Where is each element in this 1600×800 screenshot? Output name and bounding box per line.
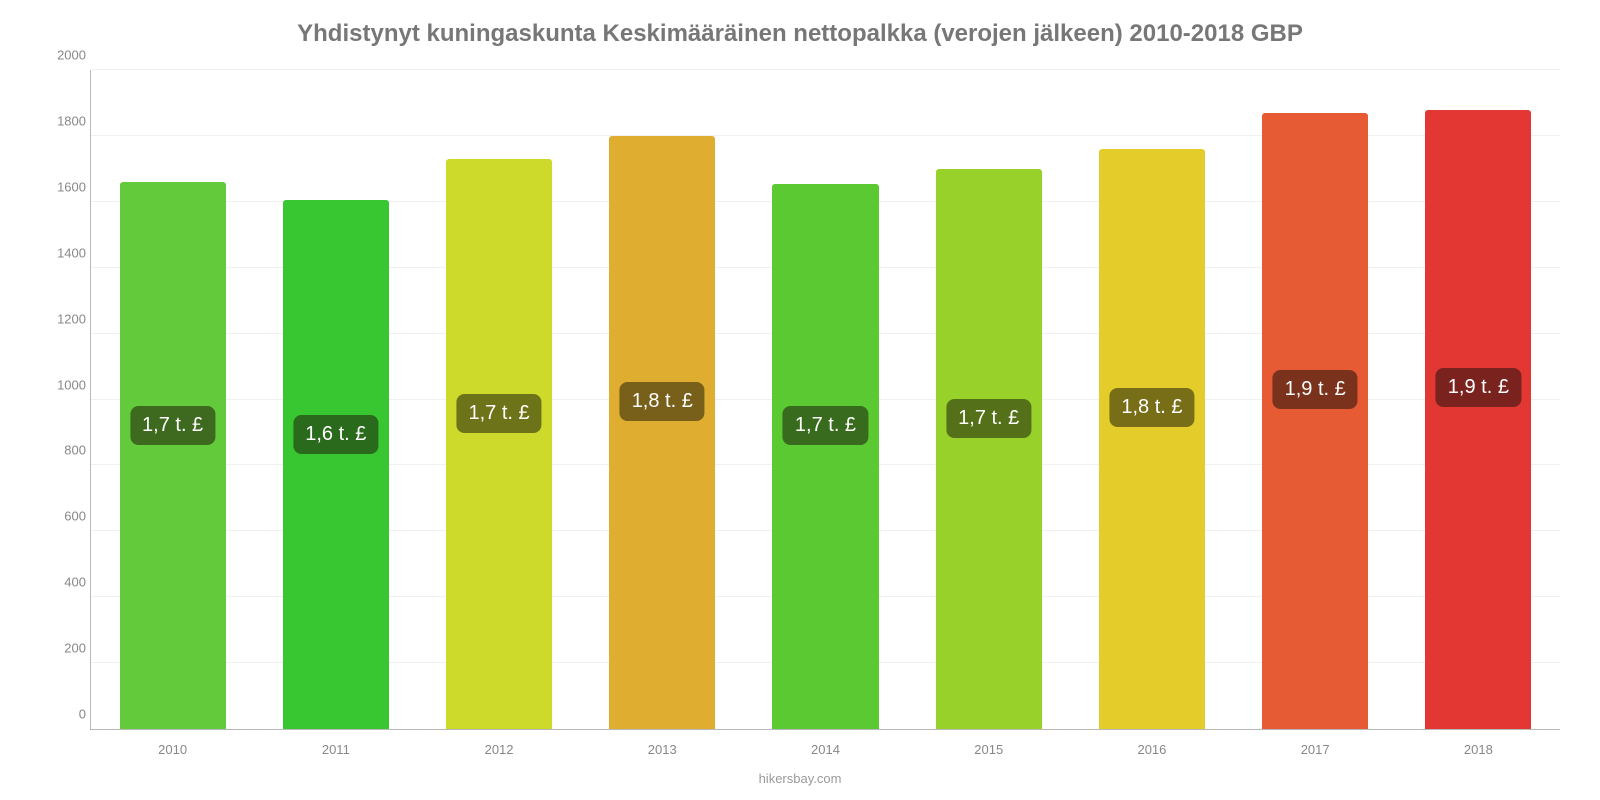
- chart-title: Yhdistynyt kuningaskunta Keskimääräinen …: [30, 20, 1570, 48]
- y-axis-tick: 1200: [36, 311, 86, 326]
- y-axis-tick: 600: [36, 509, 86, 524]
- bar-value-label: 1,8 t. £: [620, 382, 705, 421]
- x-axis-tick: 2016: [1137, 742, 1166, 757]
- y-axis-tick: 800: [36, 443, 86, 458]
- bar-value-label: 1,9 t. £: [1436, 368, 1521, 407]
- y-axis-tick: 1600: [36, 179, 86, 194]
- y-axis-tick: 400: [36, 575, 86, 590]
- bar-value-label: 1,7 t. £: [130, 406, 215, 445]
- x-axis-tick: 2018: [1464, 742, 1493, 757]
- bar: 1,7 t. £: [120, 182, 226, 729]
- y-axis-tick: 1800: [36, 113, 86, 128]
- bar: 1,9 t. £: [1425, 110, 1531, 729]
- x-axis-tick: 2012: [485, 742, 514, 757]
- bar: 1,7 t. £: [446, 159, 552, 729]
- x-axis-tick: 2015: [974, 742, 1003, 757]
- bar-value-label: 1,6 t. £: [293, 415, 378, 454]
- plot-area: 02004006008001000120014001600180020001,7…: [90, 70, 1560, 730]
- x-axis-tick: 2017: [1301, 742, 1330, 757]
- bar-value-label: 1,7 t. £: [783, 406, 868, 445]
- y-axis-tick: 200: [36, 641, 86, 656]
- x-axis-tick: 2013: [648, 742, 677, 757]
- bar-value-label: 1,9 t. £: [1273, 370, 1358, 409]
- bar: 1,7 t. £: [772, 184, 878, 729]
- y-axis-tick: 0: [36, 707, 86, 722]
- chart-footer: hikersbay.com: [0, 771, 1600, 786]
- x-axis-tick: 2014: [811, 742, 840, 757]
- bar-value-label: 1,7 t. £: [456, 394, 541, 433]
- grid-line: [91, 69, 1560, 70]
- bar: 1,6 t. £: [283, 200, 389, 729]
- bar: 1,9 t. £: [1262, 113, 1368, 729]
- y-axis-tick: 1000: [36, 377, 86, 392]
- y-axis-tick: 2000: [36, 48, 86, 63]
- x-axis-tick: 2011: [322, 742, 350, 757]
- chart-container: Yhdistynyt kuningaskunta Keskimääräinen …: [0, 0, 1600, 800]
- bar: 1,8 t. £: [609, 136, 715, 729]
- bar-value-label: 1,8 t. £: [1109, 388, 1194, 427]
- y-axis-tick: 1400: [36, 245, 86, 260]
- bar: 1,8 t. £: [1099, 149, 1205, 729]
- x-axis-tick: 2010: [158, 742, 187, 757]
- bar: 1,7 t. £: [936, 169, 1042, 729]
- bar-value-label: 1,7 t. £: [946, 399, 1031, 438]
